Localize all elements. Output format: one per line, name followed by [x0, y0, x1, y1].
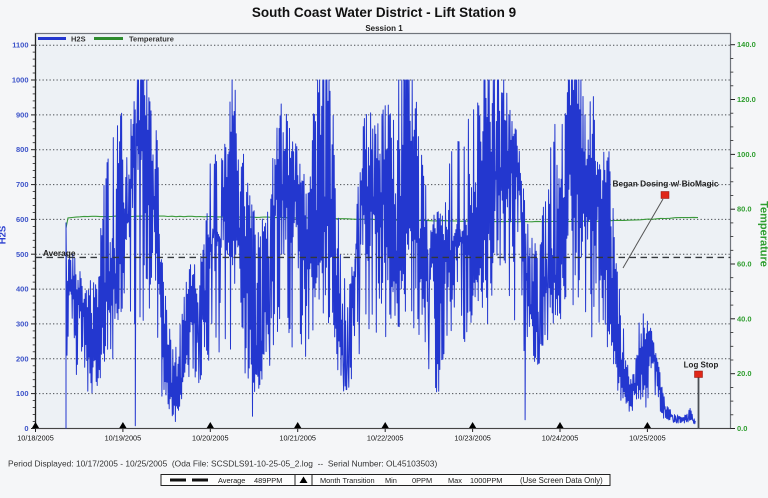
svg-text:0: 0 [24, 424, 28, 433]
svg-text:10/23/2005: 10/23/2005 [454, 434, 491, 443]
svg-text:Temperature: Temperature [129, 35, 174, 44]
svg-text:400: 400 [16, 285, 29, 294]
svg-text:10/18/2005: 10/18/2005 [17, 434, 54, 443]
svg-text:300: 300 [16, 319, 29, 328]
svg-text:0.0: 0.0 [737, 424, 747, 433]
svg-text:40.0: 40.0 [737, 314, 752, 323]
svg-text:Min: Min [385, 476, 397, 485]
svg-text:200: 200 [16, 354, 29, 363]
svg-text:10/25/2005: 10/25/2005 [629, 434, 666, 443]
svg-text:140.0: 140.0 [737, 40, 756, 49]
svg-text:120.0: 120.0 [737, 95, 756, 104]
svg-text:60.0: 60.0 [737, 260, 752, 269]
svg-text:700: 700 [16, 180, 29, 189]
svg-text:1100: 1100 [12, 41, 28, 50]
svg-text:South Coast Water District - L: South Coast Water District - Lift Statio… [252, 5, 516, 20]
svg-text:Period Displayed: 10/17/2005 -: Period Displayed: 10/17/2005 - 10/25/200… [8, 459, 437, 469]
svg-text:(Use Screen Data Only): (Use Screen Data Only) [520, 476, 603, 485]
svg-text:0PPM: 0PPM [412, 476, 432, 485]
svg-text:800: 800 [16, 145, 29, 154]
svg-text:10/20/2005: 10/20/2005 [192, 434, 229, 443]
svg-text:Log Stop: Log Stop [684, 361, 719, 370]
svg-text:1000: 1000 [12, 76, 29, 85]
svg-text:Average: Average [218, 476, 245, 485]
svg-text:600: 600 [16, 215, 29, 224]
svg-text:Average: Average [43, 248, 76, 258]
svg-text:900: 900 [16, 110, 29, 119]
svg-text:Max: Max [448, 476, 462, 485]
svg-text:10/22/2005: 10/22/2005 [367, 434, 404, 443]
svg-text:20.0: 20.0 [737, 369, 752, 378]
svg-text:Began Dosing w/ BioMagic: Began Dosing w/ BioMagic [612, 179, 718, 189]
svg-text:Temperature: Temperature [758, 201, 768, 267]
svg-text:H2S: H2S [71, 35, 86, 44]
svg-text:Month Transition: Month Transition [320, 476, 375, 485]
svg-text:Session 1: Session 1 [365, 24, 403, 33]
svg-text:100: 100 [16, 389, 29, 398]
svg-text:10/21/2005: 10/21/2005 [279, 434, 316, 443]
svg-text:489PPM: 489PPM [254, 476, 282, 485]
svg-text:10/19/2005: 10/19/2005 [105, 434, 142, 443]
svg-text:80.0: 80.0 [737, 205, 752, 214]
svg-text:100.0: 100.0 [737, 150, 756, 159]
svg-text:500: 500 [16, 250, 29, 259]
svg-text:1000PPM: 1000PPM [470, 476, 502, 485]
svg-text:10/24/2005: 10/24/2005 [542, 434, 579, 443]
svg-text:H2S: H2S [0, 226, 9, 244]
